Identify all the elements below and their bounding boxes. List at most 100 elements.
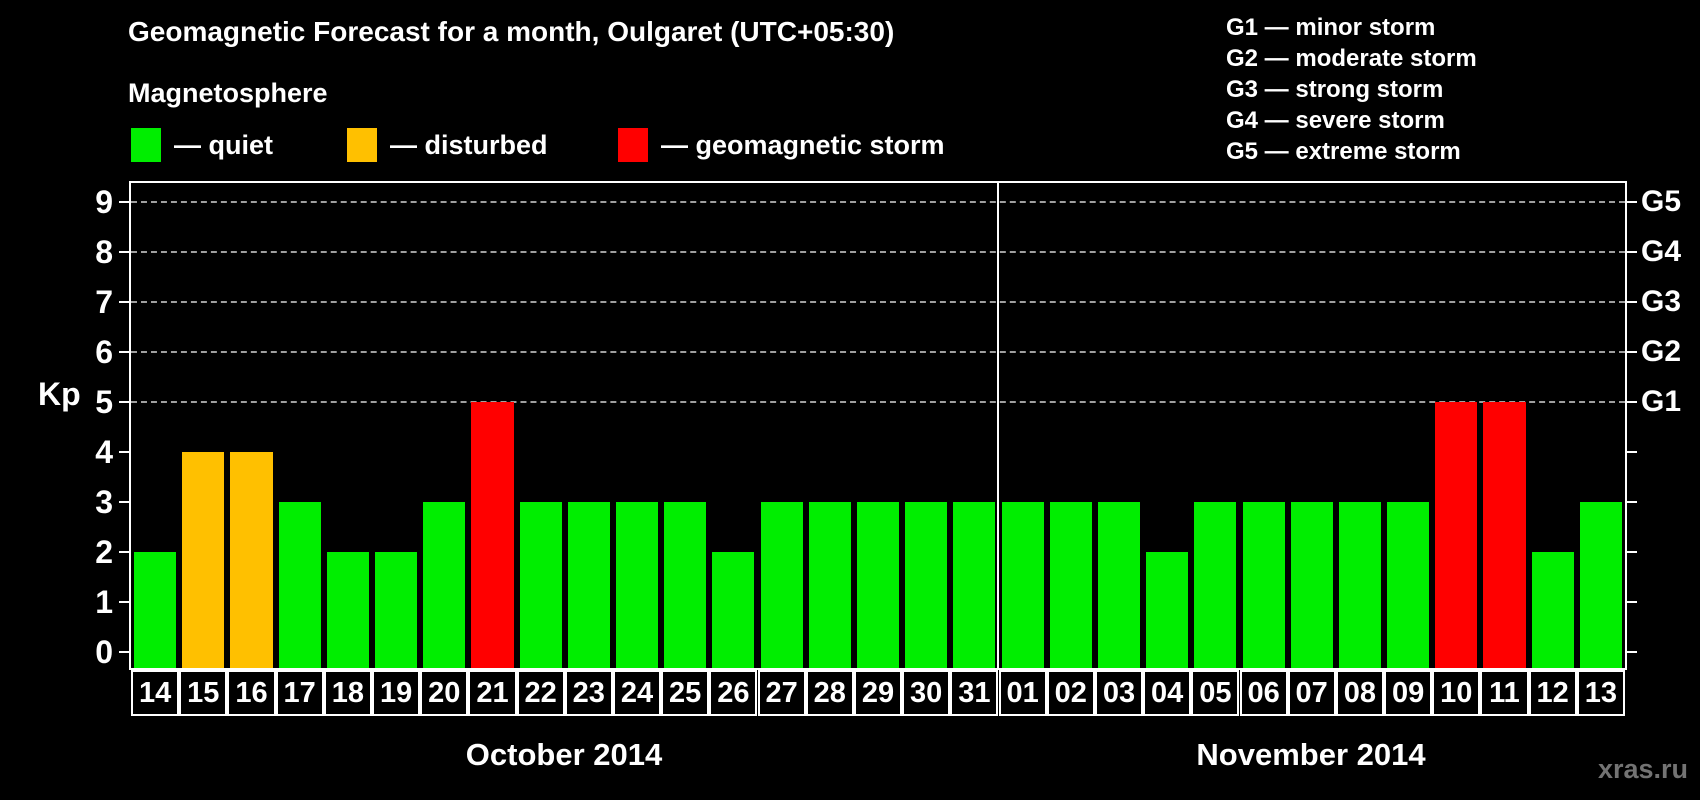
- day-label-cell-12: 12: [1528, 670, 1577, 716]
- day-label-cell-01: 01: [998, 670, 1047, 716]
- kp-bar-25: [664, 502, 707, 668]
- y-axis-tick-right-6: [1625, 351, 1637, 353]
- legend-label-disturbed: — disturbed: [390, 129, 548, 160]
- g-scale-label-G4: G4: [1641, 235, 1682, 268]
- month-separator-line: [997, 183, 999, 668]
- kp-bar-02: [1049, 502, 1092, 668]
- kp-bar-03: [1097, 502, 1141, 668]
- y-axis-tick-left-0: [119, 651, 131, 653]
- kp-bar-29: [856, 502, 900, 668]
- month-label-november: November 2014: [1196, 737, 1426, 772]
- y-axis-tick-label-4: 4: [95, 434, 113, 470]
- kp-bar-07: [1290, 502, 1333, 668]
- kp-bar-10: [1435, 402, 1478, 668]
- storm-scale-item: G2 — moderate storm: [1226, 45, 1477, 72]
- y-axis-tick-right-7: [1625, 301, 1637, 303]
- day-label-cell-04: 04: [1143, 670, 1192, 716]
- y-axis-tick-left-8: [119, 251, 131, 253]
- day-label-cell-30: 30: [902, 670, 951, 716]
- kp-bar-21: [471, 402, 514, 668]
- page-title: Geomagnetic Forecast for a month, Oulgar…: [128, 16, 895, 47]
- day-label-cell-25: 25: [661, 670, 710, 716]
- day-label-cell-22: 22: [516, 670, 565, 716]
- day-label-cell-11: 11: [1480, 670, 1529, 716]
- day-label-cell-16: 16: [227, 670, 276, 716]
- gridline-kp5: [131, 401, 1625, 403]
- plot-area: [129, 181, 1627, 670]
- storm-scale-legend: G1 — minor storm G2 — moderate storm G3 — …: [1226, 12, 1477, 167]
- kp-bar-20: [423, 502, 466, 668]
- y-axis-tick-left-5: [119, 401, 131, 403]
- y-axis-tick-right-9: [1625, 201, 1637, 203]
- quiet-color-swatch: [131, 128, 161, 162]
- kp-bar-06: [1242, 502, 1285, 668]
- day-label-cell-29: 29: [853, 670, 903, 716]
- day-label-cell-13: 13: [1576, 670, 1625, 716]
- month-label-october: October 2014: [465, 737, 663, 772]
- y-axis-tick-left-3: [119, 501, 131, 503]
- y-axis-tick-label-2: 2: [95, 534, 113, 570]
- day-label-cell-14: 14: [131, 670, 180, 716]
- kp-bar-30: [905, 502, 948, 668]
- day-label-cell-28: 28: [805, 670, 854, 716]
- kp-bar-01: [1001, 502, 1044, 668]
- kp-bar-14: [134, 552, 177, 668]
- legend-item-storm: — geomagnetic storm: [618, 126, 945, 164]
- kp-bar-23: [567, 502, 610, 668]
- day-label-cell-18: 18: [323, 670, 372, 716]
- day-label-cell-07: 07: [1287, 670, 1336, 716]
- y-axis-tick-right-5: [1625, 401, 1637, 403]
- gridline-kp7: [131, 301, 1625, 303]
- kp-bar-18: [326, 552, 369, 668]
- day-label-cell-15: 15: [179, 670, 228, 716]
- day-label-cell-19: 19: [372, 670, 421, 716]
- day-label-cell-27: 27: [757, 670, 806, 716]
- day-label-cell-06: 06: [1239, 670, 1288, 716]
- kp-bar-26: [712, 552, 755, 668]
- y-axis-tick-label-1: 1: [95, 584, 113, 620]
- y-axis-tick-left-1: [119, 601, 131, 603]
- y-axis-tick-label-3: 3: [95, 484, 113, 520]
- kp-bar-28: [808, 502, 851, 668]
- kp-bar-19: [375, 552, 418, 668]
- day-label-cell-26: 26: [709, 670, 758, 716]
- kp-bar-11: [1483, 402, 1526, 668]
- g-scale-label-G2: G2: [1641, 335, 1682, 368]
- day-label-cell-10: 10: [1432, 670, 1481, 716]
- kp-bar-05: [1194, 502, 1237, 668]
- legend-label-storm: — geomagnetic storm: [661, 129, 945, 160]
- kp-bar-09: [1387, 502, 1430, 668]
- y-axis-tick-label-0: 0: [95, 634, 113, 670]
- legend-item-disturbed: — disturbed: [347, 126, 548, 164]
- kp-bar-27: [760, 502, 803, 668]
- day-label-cell-20: 20: [420, 670, 469, 716]
- y-axis-tick-right-4: [1625, 451, 1637, 453]
- kp-axis-label: Kp: [38, 376, 81, 412]
- y-axis-tick-label-7: 7: [95, 284, 113, 320]
- day-label-cell-05: 05: [1191, 670, 1240, 716]
- site-watermark: xras.ru: [1597, 754, 1688, 784]
- disturbed-color-swatch: [347, 128, 377, 162]
- storm-scale-item: G1 — minor storm: [1226, 14, 1436, 41]
- storm-scale-item: G4 — severe storm: [1226, 107, 1445, 134]
- y-axis-tick-left-6: [119, 351, 131, 353]
- day-label-cell-03: 03: [1094, 670, 1144, 716]
- legend-item-quiet: — quiet: [131, 126, 273, 164]
- magnetosphere-label: Magnetosphere: [128, 78, 328, 108]
- gridline-kp6: [131, 351, 1625, 353]
- y-axis-tick-right-8: [1625, 251, 1637, 253]
- legend-label-quiet: — quiet: [174, 129, 273, 160]
- y-axis-tick-label-9: 9: [95, 184, 113, 220]
- g-scale-label-G1: G1: [1641, 385, 1682, 418]
- kp-bar-24: [615, 502, 659, 668]
- y-axis-tick-right-3: [1625, 501, 1637, 503]
- y-axis-tick-left-9: [119, 201, 131, 203]
- storm-color-swatch: [618, 128, 648, 162]
- kp-bar-12: [1531, 552, 1574, 668]
- y-axis-tick-right-0: [1625, 651, 1637, 653]
- kp-bar-13: [1579, 502, 1622, 668]
- y-axis-tick-label-6: 6: [95, 334, 113, 370]
- kp-bar-16: [230, 452, 273, 668]
- y-axis-tick-right-2: [1625, 551, 1637, 553]
- kp-bar-31: [953, 502, 996, 668]
